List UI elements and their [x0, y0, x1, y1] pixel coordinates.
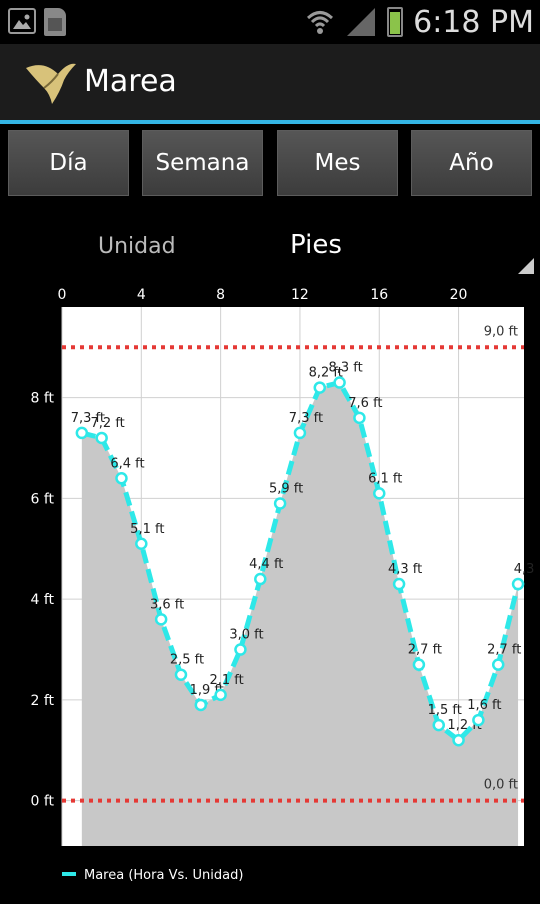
wifi-icon — [307, 11, 334, 34]
tide-data-label: 5,9 ft — [269, 481, 303, 496]
y-tick-label: 4 ft — [30, 592, 54, 608]
tide-data-point — [214, 688, 227, 702]
action-bar-divider — [0, 120, 540, 124]
period-tabs: Día Semana Mes Año — [0, 130, 540, 200]
tab-mes[interactable]: Mes — [277, 130, 398, 196]
tide-data-label: 7,6 ft — [348, 396, 382, 411]
x-tick-label: 0 — [58, 287, 67, 303]
tide-data-point — [75, 426, 89, 440]
app-title: Marea — [84, 64, 177, 99]
unit-label: Unidad — [98, 234, 176, 259]
tide-area-fill — [81, 382, 519, 846]
tide-data-point — [293, 426, 307, 440]
tab-ano[interactable]: Año — [411, 130, 532, 196]
bird-logo-icon[interactable] — [24, 58, 78, 106]
battery-icon — [387, 7, 404, 37]
signal-icon — [347, 8, 376, 36]
x-tick-label: 20 — [450, 287, 468, 303]
tide-data-label: 3,6 ft — [150, 597, 184, 612]
tide-data-label: 1,5 ft — [428, 703, 462, 718]
unit-select[interactable]: Pies — [276, 224, 534, 276]
tide-data-point — [313, 381, 327, 394]
x-tick-label: 16 — [370, 287, 388, 303]
status-bar: 6:18 PM — [0, 0, 540, 44]
tide-data-label: 8,2 ft — [309, 366, 343, 381]
tide-data-point — [115, 472, 128, 485]
tide-data-point — [174, 668, 188, 681]
unit-row: Unidad Pies — [0, 210, 540, 276]
tide-data-point — [491, 658, 505, 671]
tide-data-point — [353, 411, 366, 425]
unit-selected-value: Pies — [290, 230, 342, 260]
tide-data-point — [333, 376, 346, 389]
dropdown-corner-icon — [518, 258, 534, 274]
y-tick-label: 2 ft — [30, 693, 54, 709]
tide-data-point — [511, 577, 525, 591]
tide-data-label: 4,4 ft — [249, 557, 283, 572]
tide-chart-svg: 9,0 ft0,0 ft7,3 ft7,2 ft6,4 ft5,1 ft3,6 … — [30, 287, 535, 883]
tide-data-point — [254, 572, 267, 586]
tide-data-label: 1,6 ft — [467, 698, 501, 713]
x-tick-label: 8 — [216, 287, 225, 303]
tide-data-label: 4,3 ft — [388, 562, 422, 577]
tide-data-label: 8,3 ft — [328, 361, 362, 376]
y-tick-label: 6 ft — [30, 491, 54, 507]
tide-data-point — [392, 577, 406, 591]
tide-data-label: 2,1 ft — [209, 673, 243, 688]
action-bar: Marea — [0, 44, 540, 122]
image-icon — [8, 8, 36, 34]
tide-data-label: 7,2 ft — [91, 416, 125, 431]
tide-data-label: 2,7 ft — [408, 643, 442, 658]
tide-data-point — [154, 613, 168, 626]
tide-data-label: 2,5 ft — [170, 653, 204, 668]
x-tick-label: 4 — [137, 287, 146, 303]
x-tick-label: 12 — [291, 287, 309, 303]
y-tick-label: 8 ft — [30, 391, 54, 407]
tide-data-label: 7,3 ft — [71, 411, 105, 426]
threshold-label: 0,0 ft — [484, 778, 518, 793]
tide-chart: 9,0 ft 0,0 ft 7,3 ft 7,2 ft 6,4 ft 5,1 ft 3,6 … — [0, 274, 540, 900]
tide-data-point — [472, 713, 485, 727]
tide-data-point — [234, 643, 247, 656]
tide-data-point — [373, 487, 386, 500]
tide-data-label: 2,7 ft — [487, 643, 521, 658]
tide-data-label: 6,4 ft — [110, 456, 144, 471]
tide-data-point — [135, 537, 148, 551]
sim-card-icon — [44, 8, 66, 36]
tide-data-point — [432, 718, 445, 732]
tab-semana[interactable]: Semana — [142, 130, 263, 196]
tide-data-point — [273, 497, 287, 510]
tide-data-point — [412, 658, 426, 671]
y-tick-label: 0 ft — [30, 794, 54, 810]
tide-data-point — [95, 431, 108, 445]
tide-data-point — [452, 733, 465, 747]
tide-data-label: 3,0 ft — [229, 628, 263, 643]
tide-data-label: 7,3 ft — [289, 411, 323, 426]
tide-data-label: 5,1 ft — [130, 522, 164, 537]
tide-data-label: 6,1 ft — [368, 471, 402, 486]
legend-label: Marea (Hora Vs. Unidad) — [84, 868, 243, 883]
tab-dia[interactable]: Día — [8, 130, 129, 196]
status-time: 6:18 PM — [413, 4, 534, 40]
tide-data-point — [194, 698, 208, 712]
threshold-label: 9,0 ft — [484, 324, 518, 339]
tide-data-label: 4,3 — [514, 562, 535, 577]
